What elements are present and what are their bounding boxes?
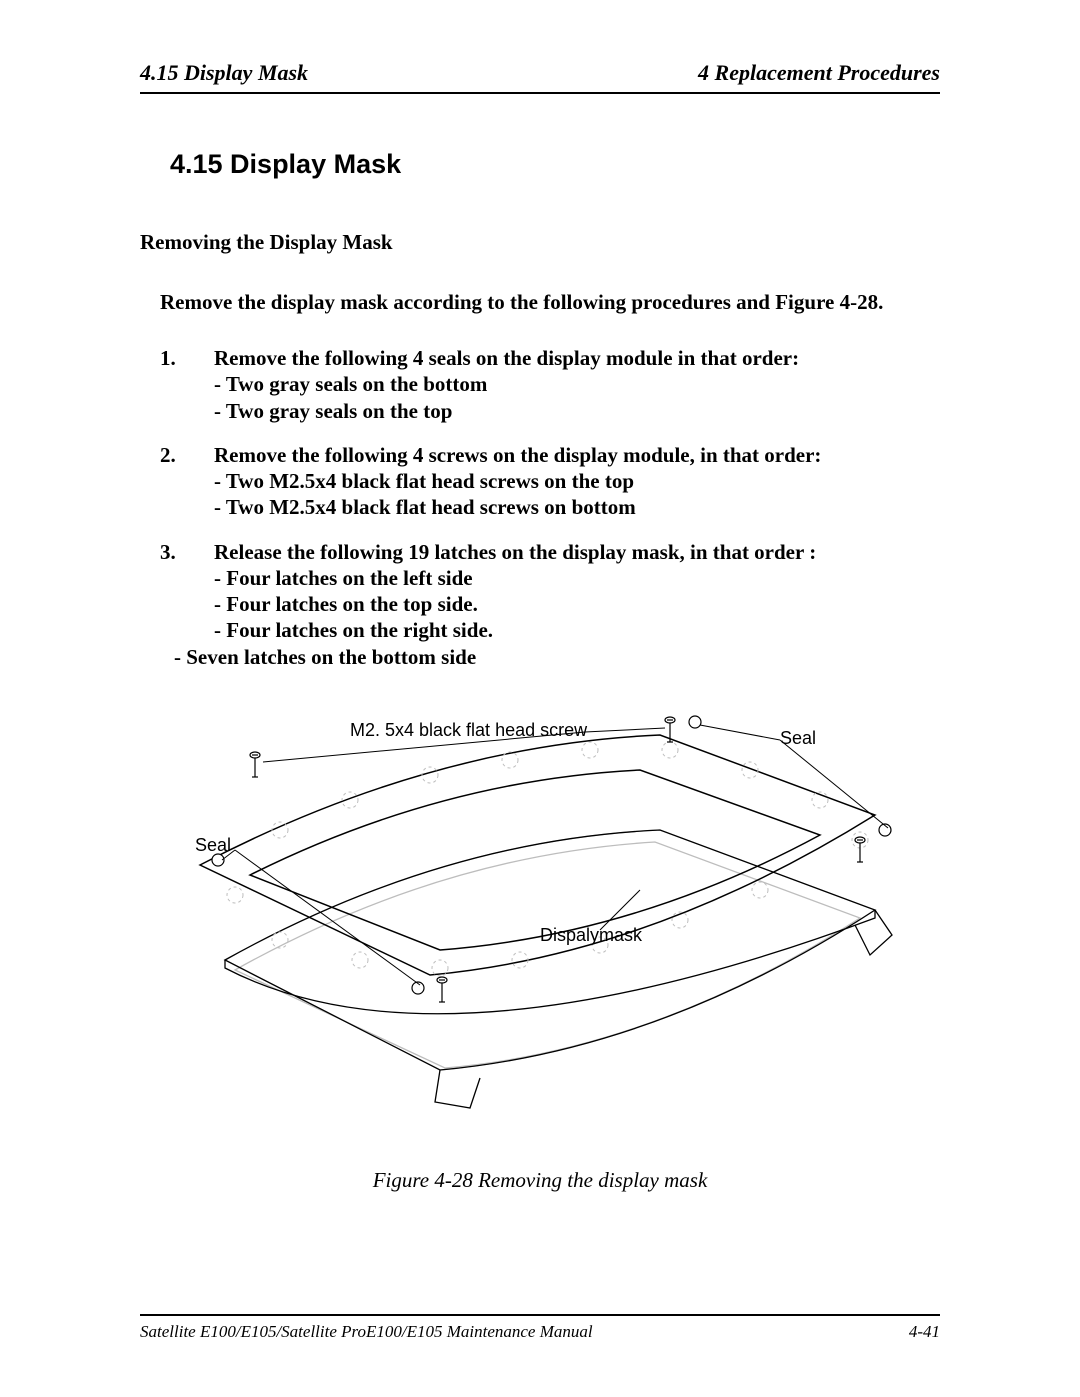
step-text: Remove the following 4 seals on the disp… [214, 345, 940, 371]
header-right: 4 Replacement Procedures [698, 60, 940, 86]
subheading: Removing the Display Mask [140, 230, 940, 255]
label-seal-left: Seal [195, 835, 231, 856]
footer-left: Satellite E100/E105/Satellite ProE100/E1… [140, 1322, 593, 1342]
page-footer: Satellite E100/E105/Satellite ProE100/E1… [140, 1314, 940, 1342]
step-number: 3. [160, 539, 214, 644]
label-screw: M2. 5x4 black flat head screw [350, 720, 587, 741]
label-seal-top: Seal [780, 728, 816, 749]
step-text: Remove the following 4 screws on the dis… [214, 442, 940, 468]
step-subitem-outdent: - Seven latches on the bottom side [174, 644, 940, 670]
step-number: 2. [160, 442, 214, 521]
figure-4-28: M2. 5x4 black flat head screw Seal Seal … [140, 710, 940, 1140]
step-3: 3. Release the following 19 latches on t… [160, 539, 940, 644]
step-subitem: - Four latches on the top side. [214, 591, 940, 617]
page: 4.15 Display Mask 4 Replacement Procedur… [0, 0, 1080, 1397]
figure-caption: Figure 4-28 Removing the display mask [140, 1168, 940, 1193]
step-text: Release the following 19 latches on the … [214, 539, 940, 565]
step-number: 1. [160, 345, 214, 424]
step-subitem: - Two M2.5x4 black flat head screws on b… [214, 494, 940, 520]
step-subitem: - Two gray seals on the top [214, 398, 940, 424]
step-body: Remove the following 4 seals on the disp… [214, 345, 940, 424]
step-body: Release the following 19 latches on the … [214, 539, 940, 644]
page-header: 4.15 Display Mask 4 Replacement Procedur… [140, 60, 940, 94]
header-left: 4.15 Display Mask [140, 60, 308, 86]
step-subitem: - Four latches on the left side [214, 565, 940, 591]
step-subitem: - Four latches on the right side. [214, 617, 940, 643]
procedure-list: 1. Remove the following 4 seals on the d… [160, 345, 940, 644]
step-body: Remove the following 4 screws on the dis… [214, 442, 940, 521]
footer-right: 4-41 [909, 1322, 940, 1342]
intro-paragraph: Remove the display mask according to the… [160, 290, 940, 315]
label-display-mask: Dispalymask [540, 925, 642, 946]
step-1: 1. Remove the following 4 seals on the d… [160, 345, 940, 424]
step-subitem: - Two gray seals on the bottom [214, 371, 940, 397]
step-subitem: - Two M2.5x4 black flat head screws on t… [214, 468, 940, 494]
step-2: 2. Remove the following 4 screws on the … [160, 442, 940, 521]
section-title: 4.15 Display Mask [170, 149, 940, 180]
